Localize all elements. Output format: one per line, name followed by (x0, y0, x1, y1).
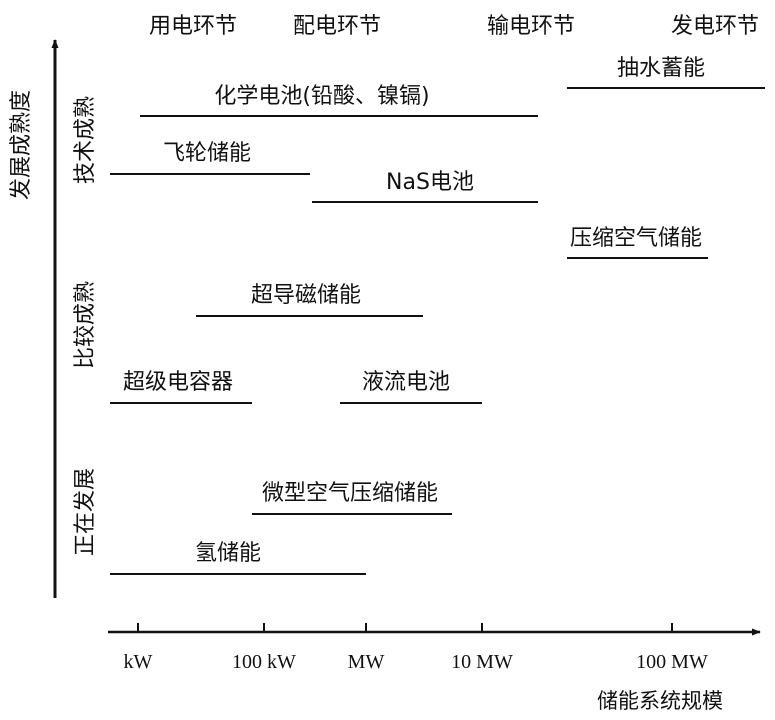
x-tick-label: kW (124, 651, 153, 673)
segment-distribution: 配电环节 (293, 14, 381, 39)
x-axis-label: 储能系统规模 (597, 689, 723, 713)
tech-label: 超导磁储能 (251, 283, 361, 308)
x-ticks: kW 100 kW MW 10 MW 100 MW (124, 623, 708, 673)
segment-generation: 发电环节 (671, 14, 759, 39)
tech-label: 氢储能 (195, 541, 261, 566)
y-axis-label: 发展成熟度 (9, 90, 34, 200)
tech-label: 飞轮储能 (163, 141, 251, 166)
x-tick-label: 100 kW (232, 651, 296, 673)
level-label-developing: 正在发展 (73, 468, 98, 556)
tech-label: 液流电池 (362, 370, 450, 395)
x-tick-label: 100 MW (636, 651, 708, 673)
level-label-mature: 技术成熟 (73, 96, 98, 184)
segment-consumption: 用电环节 (149, 14, 237, 39)
tech-label: 微型空气压缩储能 (262, 481, 438, 506)
x-tick-label: MW (348, 651, 385, 673)
tech-label: 化学电池(铅酸、镍镉) (214, 84, 429, 109)
tech-label: 抽水蓄能 (617, 56, 705, 81)
tech-label: NaS电池 (386, 170, 474, 195)
tech-label: 压缩空气储能 (570, 226, 702, 251)
x-tick-label: 10 MW (451, 651, 513, 673)
level-label-fairly-mature: 比较成熟 (73, 281, 98, 369)
tech-label: 超级电容器 (123, 370, 233, 395)
segment-transmission: 输电环节 (487, 14, 575, 39)
